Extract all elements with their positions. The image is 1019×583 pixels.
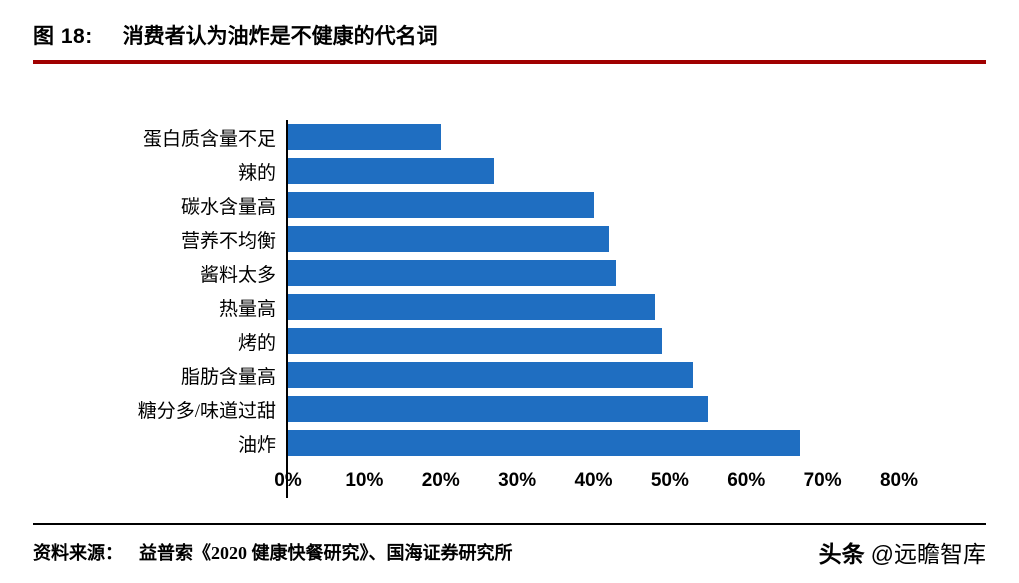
bar-row	[288, 256, 899, 290]
figure-footer: 资料来源： 益普索《2020 健康快餐研究》、国海证券研究所 头条 @远瞻智库	[33, 523, 986, 569]
bar-chart: 蛋白质含量不足辣的碳水含量高营养不均衡酱料太多热量高烤的脂肪含量高糖分多/味道过…	[58, 120, 918, 498]
x-tick-label: 80%	[879, 470, 919, 491]
category-label: 烤的	[237, 332, 276, 354]
watermark: 头条 @远瞻智库	[819, 535, 986, 569]
x-axis-ticks: 0% 10% 20% 30% 40% 50% 60% 70% 80%	[274, 464, 918, 498]
x-tick-label: 0%	[274, 470, 302, 491]
bar-row	[288, 358, 899, 392]
category-label: 脂肪含量高	[180, 366, 276, 388]
x-tick-label: 20%	[421, 470, 460, 491]
title-underline-rule	[33, 60, 986, 64]
bar	[288, 430, 800, 456]
figure-title-line: 图 18: 消费者认为油炸是不健康的代名词	[33, 20, 986, 50]
category-label: 营养不均衡	[180, 230, 276, 252]
bar-row	[288, 324, 899, 358]
bar-row	[288, 120, 899, 154]
category-label: 糖分多/味道过甜	[137, 400, 276, 422]
figure-title: 消费者认为油炸是不健康的代名词	[122, 24, 438, 48]
x-tick-label: 30%	[498, 470, 537, 491]
plot-area: 0% 10% 20% 30% 40% 50% 60% 70% 80%	[274, 120, 918, 498]
bar-row	[288, 222, 899, 256]
bar	[288, 362, 693, 388]
category-label: 酱料太多	[199, 264, 276, 286]
bar-row	[288, 188, 899, 222]
bars-container	[288, 120, 899, 460]
category-label: 碳水含量高	[180, 196, 276, 218]
bar	[288, 124, 441, 150]
watermark-handle: @远瞻智库	[870, 541, 986, 567]
bar	[288, 226, 609, 252]
x-tick-label: 50%	[650, 470, 689, 491]
bar	[288, 260, 617, 286]
x-tick-label: 10%	[345, 470, 384, 491]
figure-number-label: 图 18:	[33, 25, 93, 48]
bar	[288, 328, 663, 354]
category-label: 热量高	[218, 298, 276, 320]
bar	[288, 396, 709, 422]
bar	[288, 158, 495, 184]
category-label: 油炸	[237, 434, 276, 456]
x-tick-label: 70%	[803, 470, 842, 491]
bar-row	[288, 154, 899, 188]
x-tick-label: 40%	[574, 470, 613, 491]
figure-header: 图 18: 消费者认为油炸是不健康的代名词	[0, 0, 1019, 64]
category-axis: 蛋白质含量不足辣的碳水含量高营养不均衡酱料太多热量高烤的脂肪含量高糖分多/味道过…	[58, 120, 286, 498]
bar	[288, 192, 594, 218]
source-text: 益普索《2020 健康快餐研究》、国海证券研究所	[139, 543, 513, 563]
category-label: 蛋白质含量不足	[142, 128, 276, 150]
x-tick-label: 60%	[727, 470, 766, 491]
source-line: 资料来源： 益普索《2020 健康快餐研究》、国海证券研究所	[33, 539, 513, 565]
bar	[288, 294, 655, 320]
watermark-brand: 头条	[818, 541, 865, 567]
bar-row	[288, 392, 899, 426]
bar-row	[288, 426, 899, 460]
source-label: 资料来源：	[33, 543, 123, 563]
category-label: 辣的	[237, 162, 276, 184]
bar-row	[288, 290, 899, 324]
